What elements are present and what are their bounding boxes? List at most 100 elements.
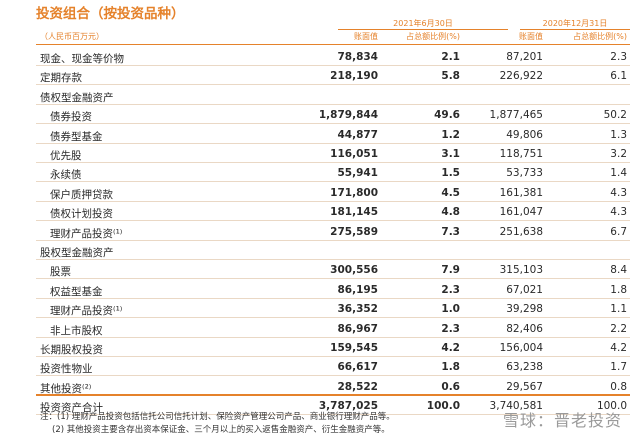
amount-2020: 53,733 [506, 167, 543, 180]
amount-2021: 78,834 [337, 51, 378, 63]
row-label: 债券投资 [50, 111, 92, 124]
row-divider [36, 414, 630, 416]
pct-2021: 7.3 [441, 225, 460, 238]
header-amount-2021: 账面值 [354, 32, 378, 41]
amount-2021: 66,617 [337, 361, 378, 374]
row-divider [36, 297, 630, 299]
row-label: 保户质押贷款 [50, 188, 113, 201]
amount-2020: 315,103 [499, 264, 543, 277]
pct-2020: 1.7 [610, 361, 627, 374]
row-label: 永续债 [50, 169, 82, 182]
amount-2021: 86,195 [337, 283, 378, 296]
row-label: 定期存款 [40, 72, 82, 85]
pct-2021: 4.5 [441, 186, 460, 199]
amount-2021: 36,352 [337, 303, 378, 316]
pct-2021: 100.0 [426, 400, 460, 413]
amount-2020: 161,047 [499, 206, 543, 219]
table-row: 股票 300,556 7.9 315,103 8.4 [0, 260, 640, 280]
pct-2021: 1.0 [441, 303, 460, 316]
pct-2020: 6.1 [610, 70, 627, 83]
pct-2020: 8.4 [610, 264, 627, 277]
table-row: 理财产品投资⁽¹⁾ 275,589 7.3 251,638 6.7 [0, 222, 640, 241]
row-divider [36, 239, 630, 241]
table-row: 永续债 55,941 1.5 53,733 1.4 [0, 163, 640, 183]
row-divider [36, 142, 630, 144]
pct-2021: 49.6 [434, 109, 460, 122]
amount-2020: 156,004 [499, 342, 543, 354]
row-divider [36, 123, 630, 125]
row-label: 投资资产合计 [40, 402, 103, 415]
table-row: 长期股权投资 159,545 4.2 156,004 4.2 [0, 338, 640, 357]
table-row: 债券投资 1,879,844 49.6 1,877,465 50.2 [0, 105, 640, 125]
pct-2021: 2.3 [441, 283, 460, 296]
row-divider [36, 278, 630, 280]
row-label: 优先股 [50, 150, 82, 162]
amount-2020: 118,751 [499, 148, 543, 160]
unit-label: （人民币百万元） [40, 32, 104, 41]
pct-2020: 4.2 [610, 342, 627, 354]
row-divider [36, 181, 630, 183]
row-label: 非上市股权 [50, 324, 103, 337]
row-label: 其他投资⁽²⁾ [40, 382, 92, 395]
amount-2021: 55,941 [337, 167, 378, 180]
pct-2021: 2.1 [441, 51, 460, 63]
amount-2021: 275,589 [330, 225, 378, 238]
pct-2020: 4.3 [610, 206, 627, 219]
amount-2021: 159,545 [330, 342, 378, 354]
pct-2020: 1.1 [610, 303, 627, 316]
amount-2020: 87,201 [506, 51, 543, 63]
header-amount-2020: 账面值 [519, 32, 543, 41]
amount-2021: 218,190 [330, 70, 378, 83]
period-header-2021: 2021年6月30日 [393, 19, 453, 28]
header-pct-2020: 占总额比例(%) [573, 32, 627, 41]
row-label: 投资性物业 [40, 363, 93, 376]
header-rule [36, 44, 630, 45]
pct-2020: 3.2 [610, 148, 627, 160]
amount-2020: 49,806 [506, 128, 543, 141]
table-row: 非上市股权 86,967 2.3 82,406 2.2 [0, 319, 640, 338]
amount-2020: 39,298 [506, 303, 543, 316]
row-divider [36, 336, 630, 338]
pct-2020: 2.3 [610, 51, 627, 63]
row-divider [36, 220, 630, 222]
amount-2021: 86,967 [337, 322, 378, 335]
row-label: 理财产品投资⁽¹⁾ [50, 305, 123, 318]
table-row: 定期存款 218,190 5.8 226,922 6.1 [0, 66, 640, 86]
amount-2020: 1,877,465 [489, 109, 543, 122]
header-pct-2021: 占总额比例(%) [406, 32, 460, 41]
amount-2020: 161,381 [499, 186, 543, 199]
table-row: 其他投资⁽²⁾ 28,522 0.6 29,567 0.8 [0, 377, 640, 396]
pct-2020: 1.3 [610, 128, 627, 141]
row-divider [36, 200, 630, 202]
row-divider [36, 317, 630, 319]
footnote-2: (2) 其他投资主要含存出资本保证金、三个月以上的买入返售金融资产、衍生金融资产… [52, 425, 390, 435]
footnotes: 注：(1) 理财产品投资包括信托公司信托计划、保险资产管理公司产品、商业银行理财… [40, 411, 395, 437]
table-row: 优先股 116,051 3.1 118,751 3.2 [0, 144, 640, 163]
table-row: 保户质押贷款 171,800 4.5 161,381 4.3 [0, 183, 640, 202]
table-row: 投资性物业 66,617 1.8 63,238 1.7 [0, 357, 640, 377]
table-row: 债权型金融资产 [0, 86, 640, 105]
amount-2020: 226,922 [499, 70, 543, 83]
amount-2021: 116,051 [330, 148, 378, 160]
pct-2021: 3.1 [441, 148, 460, 160]
amount-2021: 1,879,844 [318, 109, 378, 122]
amount-2020: 82,406 [506, 322, 543, 335]
pct-2020: 6.7 [610, 225, 627, 238]
row-divider [36, 162, 630, 163]
amount-2021: 28,522 [337, 380, 378, 393]
pct-2020: 1.8 [610, 283, 627, 296]
row-divider [36, 84, 630, 86]
row-divider [36, 375, 630, 377]
row-label: 债权计划投资 [50, 208, 113, 221]
row-divider [36, 356, 630, 357]
pct-2020: 100.0 [596, 400, 627, 413]
amount-2021: 300,556 [330, 264, 378, 277]
period-header-2020: 2020年12月31日 [542, 19, 608, 28]
table-row: 债权计划投资 181,145 4.8 161,047 4.3 [0, 202, 640, 222]
table-row: 股权型金融资产 [0, 241, 640, 260]
table-row: 现金、现金等价物 78,834 2.1 87,201 2.3 [0, 47, 640, 66]
watermark: 雪球：晋老投资 [502, 411, 622, 430]
amount-2020: 67,021 [506, 283, 543, 296]
amount-2020: 63,238 [506, 361, 543, 374]
footnote-1: 注：(1) 理财产品投资包括信托公司信托计划、保险资产管理公司产品、商业银行理财… [40, 412, 395, 422]
